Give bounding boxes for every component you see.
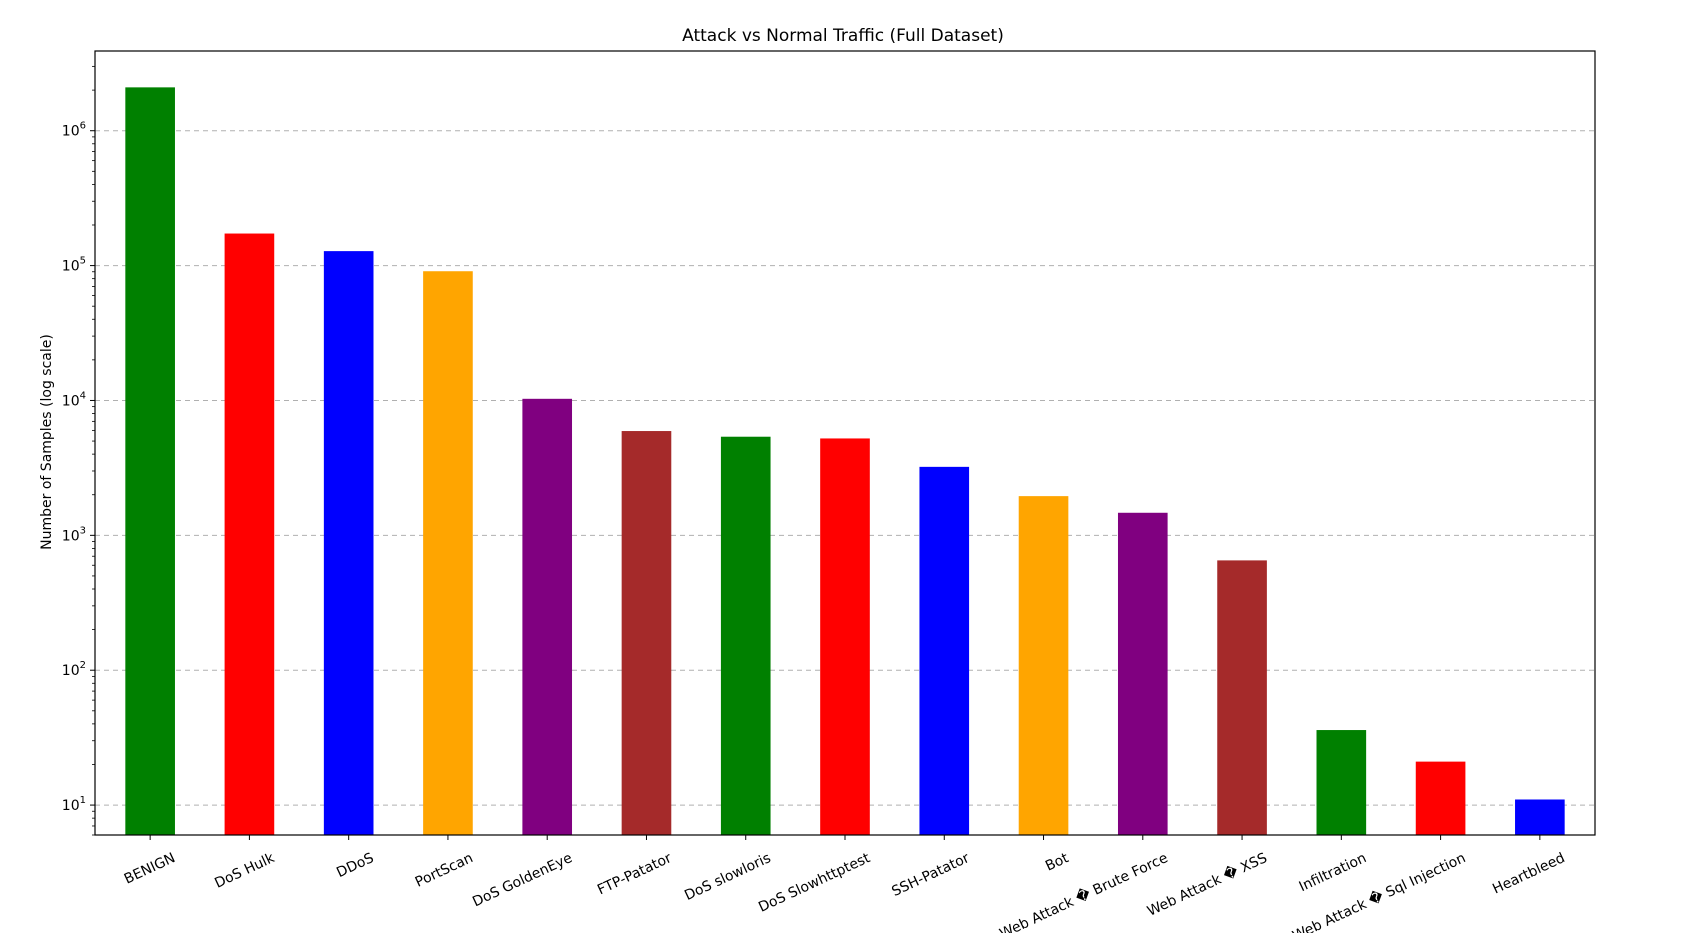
- bar: [1316, 730, 1367, 835]
- y-tick-label: 105: [62, 256, 86, 275]
- y-tick-label: 103: [62, 525, 86, 544]
- y-axis-label: Number of Samples (log scale): [39, 334, 55, 550]
- bar: [522, 398, 573, 835]
- y-tick-exponent: 4: [80, 390, 86, 401]
- y-tick-exponent: 6: [80, 121, 86, 132]
- y-tick-base: 10: [62, 798, 80, 814]
- y-tick-label: 106: [62, 121, 86, 140]
- bar: [423, 271, 473, 835]
- y-tick-label: 101: [62, 795, 86, 814]
- bar: [224, 233, 275, 835]
- bar: [919, 466, 970, 835]
- y-tick-exponent: 5: [80, 256, 86, 267]
- y-tick-exponent: 3: [80, 525, 86, 536]
- y-tick-base: 10: [62, 124, 80, 140]
- y-tick-exponent: 1: [80, 795, 86, 806]
- y-tick-base: 10: [62, 528, 80, 544]
- bars: [125, 87, 1565, 836]
- y-tick-base: 10: [62, 259, 80, 275]
- bar: [323, 251, 374, 836]
- bar: [1515, 799, 1565, 835]
- bar: [1415, 761, 1466, 835]
- bar: [820, 438, 870, 835]
- chart-title: Attack vs Normal Traffic (Full Dataset): [682, 26, 1004, 46]
- bar: [1217, 560, 1267, 835]
- bar: [125, 87, 175, 835]
- y-tick-base: 10: [62, 663, 80, 679]
- y-tick-label: 104: [62, 390, 86, 409]
- bar: [621, 431, 672, 835]
- y-tick-label: 102: [62, 660, 86, 679]
- bar: [1117, 512, 1168, 835]
- bar: [1018, 496, 1069, 835]
- bar: [720, 436, 771, 835]
- y-tick-base: 10: [62, 393, 80, 409]
- y-tick-exponent: 2: [80, 660, 86, 671]
